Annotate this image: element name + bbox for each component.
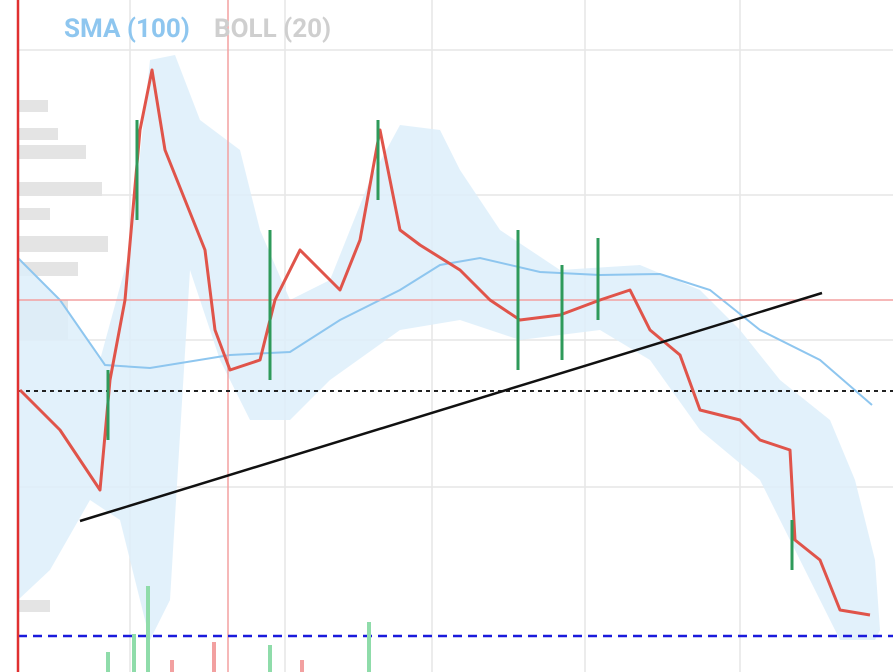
legend-boll: BOLL (20)	[214, 14, 331, 44]
trend-line	[79, 291, 823, 523]
legend-sma: SMA (100)	[64, 14, 190, 44]
green-candles	[106, 120, 794, 570]
volume-bars	[106, 586, 371, 672]
sma-line	[17, 256, 873, 406]
price-trace	[18, 68, 871, 617]
bollinger-band	[18, 55, 880, 640]
